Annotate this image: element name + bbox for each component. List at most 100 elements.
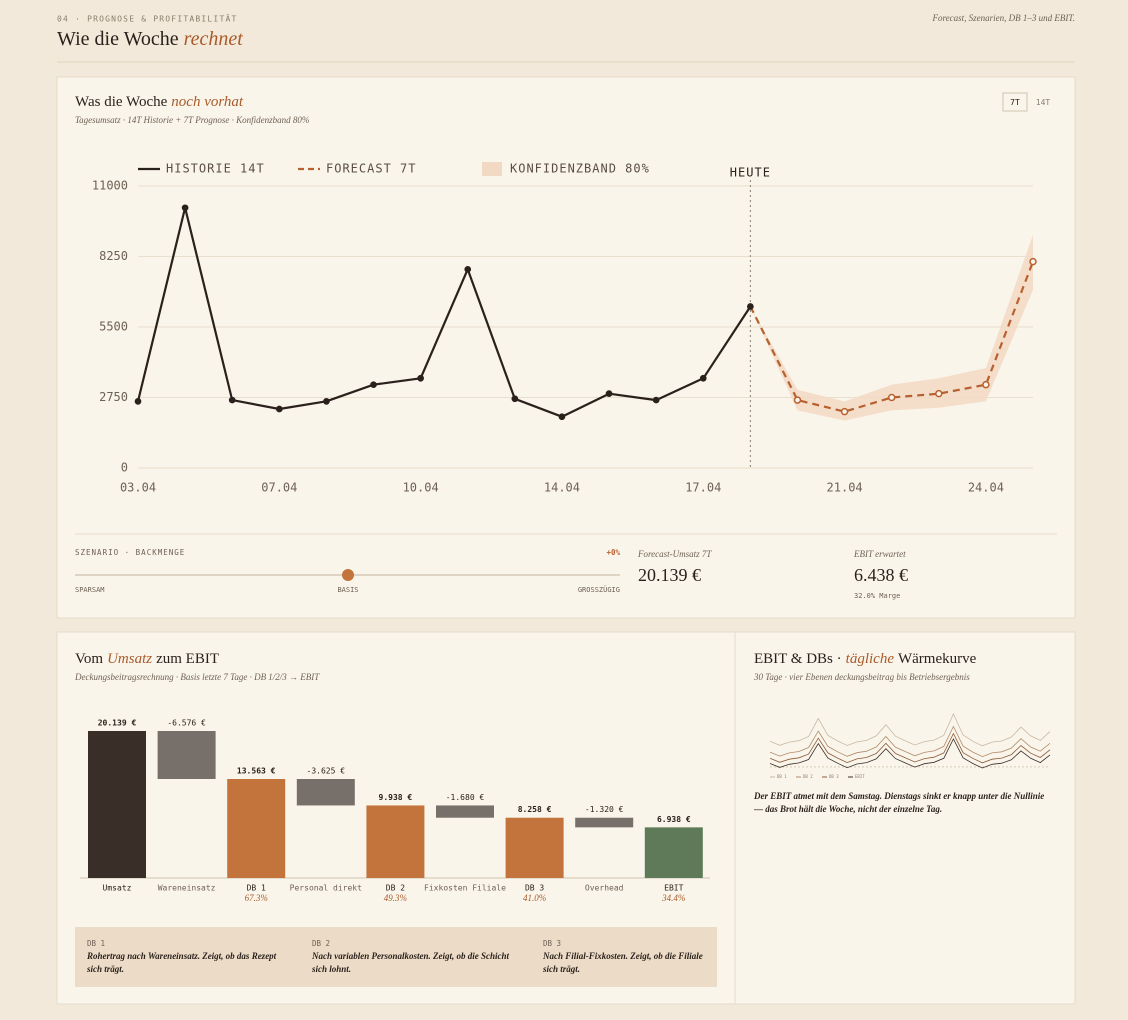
bar [157, 731, 216, 779]
panel [56, 76, 1076, 619]
caption: Der EBIT atmet mit dem Samstag. Dienstag… [754, 791, 1045, 814]
slider-knob[interactable] [342, 569, 354, 581]
panel-subtitle: 30 Tage · vier Ebenen deckungsbeitrag bi… [753, 672, 970, 682]
title-text: zum EBIT [156, 651, 219, 667]
series-line [769, 725, 1051, 758]
x-tick-label: 17.04 [685, 481, 721, 495]
category-note: 49.3% [384, 893, 407, 903]
point [275, 405, 283, 413]
legend-label: EBIT [855, 774, 865, 779]
title-em: Umsatz [107, 651, 152, 667]
point [511, 395, 519, 403]
x-tick-label: Fixkosten Filiale [424, 884, 506, 893]
point [134, 397, 142, 405]
note-text: Nach variablen Personalkosten. Zeigt, ob… [312, 951, 509, 974]
bar [575, 817, 634, 828]
title-em: noch vorhat [171, 94, 244, 110]
note-head: DB 1 [87, 939, 105, 948]
point [747, 303, 754, 310]
legend-label: DB 1 [777, 774, 787, 779]
scenario-value: +0% [606, 548, 620, 557]
today-label: HEUTE [730, 166, 771, 180]
panel-subtitle: Deckungsbeitragsrechnung · Basis letzte … [74, 672, 320, 682]
value-label: 9.938 € [379, 793, 413, 802]
y-tick-label: 2750 [99, 390, 128, 404]
bar [366, 805, 425, 878]
x-tick-label: DB 3 [525, 884, 544, 893]
bar [436, 805, 494, 818]
point [370, 381, 377, 389]
y-tick-label: 0 [121, 461, 128, 475]
x-tick-label: 10.04 [403, 481, 439, 495]
title-em: rechnet [184, 28, 244, 50]
title-text: Wie die Woche [57, 28, 179, 50]
x-tick-label: 24.04 [968, 481, 1004, 495]
point [699, 374, 707, 382]
point [1029, 257, 1037, 266]
note: Nach Filial-Fixkosten. Zeigt, ob die Fil… [543, 951, 703, 974]
kpi-value: 6.438 € [854, 565, 908, 585]
bar [505, 817, 564, 878]
panel-title: EBIT & DBs · tägliche Wärmekurve [754, 651, 977, 667]
legend-label: DB 2 [803, 774, 813, 779]
series-line [136, 206, 752, 418]
kpi-label: Forecast-Umsatz 7T [637, 549, 712, 559]
scenario-mid: BASIS [337, 586, 358, 594]
point [464, 265, 472, 273]
point [323, 397, 330, 405]
scenario-max: GROSSZÜGIG [578, 585, 620, 594]
x-tick-label: Wareneinsatz [158, 884, 216, 893]
point [558, 413, 566, 421]
x-tick-label: Personal direkt [290, 884, 362, 893]
toggle-active[interactable] [1002, 92, 1028, 112]
bar [296, 779, 355, 806]
category-note: 67.3% [245, 893, 268, 903]
panel-subtitle: Tagesumsatz · 14T Historie + 7T Prognose… [75, 115, 309, 125]
x-tick-label: DB 2 [386, 884, 405, 893]
y-tick-label: 8250 [99, 249, 128, 263]
note: Nach variablen Personalkosten. Zeigt, ob… [312, 951, 509, 974]
point [793, 396, 802, 404]
value-label: -3.625 € [307, 767, 346, 776]
title-text: Wärmekurve [898, 651, 977, 667]
note-text: Rohertrag nach Wareneinsatz. Zeigt, ob d… [87, 951, 277, 974]
panel-title: Vom Umsatz zum EBIT [75, 651, 219, 667]
legend-label: KONFIDENZBAND 80% [510, 162, 650, 176]
point [228, 396, 236, 404]
caption-text: Der EBIT atmet mit dem Samstag. Dienstag… [754, 791, 1045, 814]
notes-box [75, 927, 717, 987]
bar [227, 779, 286, 878]
panel [734, 631, 1076, 1005]
note: Rohertrag nach Wareneinsatz. Zeigt, ob d… [87, 951, 277, 974]
panel-title: Was die Woche noch vorhat [75, 94, 244, 110]
toggle[interactable]: 7T [1010, 98, 1020, 107]
title-text: Vom [75, 651, 103, 667]
value-label: -6.576 € [167, 719, 206, 728]
point [982, 380, 990, 389]
legend-label: DB 3 [829, 774, 839, 779]
y-tick-label: 5500 [99, 320, 128, 334]
value-label: 8.258 € [518, 805, 552, 814]
value-label: 6.938 € [657, 815, 691, 824]
toggle[interactable]: 14T [1036, 98, 1051, 107]
title-em: tägliche [846, 651, 895, 667]
bar [88, 731, 146, 878]
title-text: Was die Woche [75, 94, 168, 110]
point [887, 393, 896, 402]
series-line [769, 732, 1051, 764]
x-tick-label: 21.04 [827, 481, 863, 495]
header-note: Forecast, Szenarien, DB 1–3 und EBIT. [932, 13, 1075, 23]
kpi-sub: 32.0% Marge [854, 592, 900, 600]
category-note: 34.4% [661, 893, 685, 903]
kpi-value: 20.139 € [638, 565, 701, 585]
legend-swatch [482, 162, 502, 176]
series-line [769, 713, 1051, 747]
x-tick-label: EBIT [664, 884, 683, 893]
kicker: 04 · PROGNOSE & PROFITABILITÄT [57, 14, 238, 24]
value-label: 13.563 € [237, 767, 276, 776]
point [652, 396, 660, 404]
series-line [769, 738, 1051, 769]
bar [644, 827, 703, 878]
point [605, 390, 613, 398]
